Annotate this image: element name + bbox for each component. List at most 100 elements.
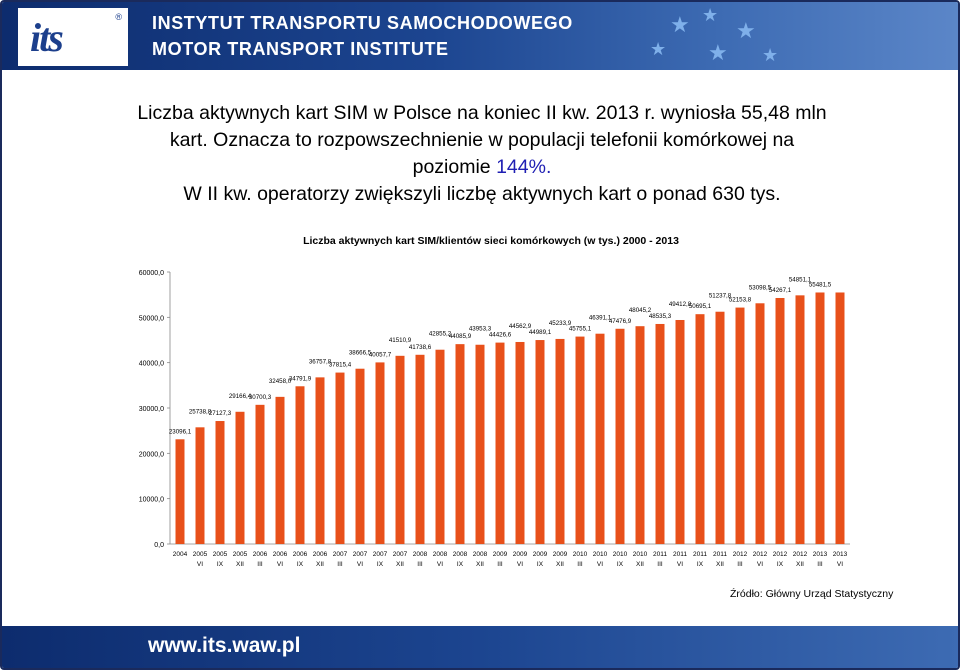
value-label: 40057,7 <box>369 351 392 358</box>
source-note: Źródło: Główny Urząd Statystyczny <box>730 588 894 600</box>
bar <box>735 307 745 544</box>
x-period-label: VI <box>437 561 443 568</box>
bar <box>235 411 245 544</box>
x-year-label: 2010 <box>633 551 648 558</box>
x-period-label: XII <box>396 561 404 568</box>
bar <box>675 319 685 544</box>
y-tick-label: 40000,0 <box>139 361 164 368</box>
bar <box>575 336 585 544</box>
x-period-label: XII <box>556 561 564 568</box>
bar <box>515 341 525 544</box>
x-period-label: VI <box>517 561 523 568</box>
x-year-label: 2006 <box>293 551 308 558</box>
value-label: 37815,4 <box>329 362 352 369</box>
value-label: 48535,3 <box>649 313 672 320</box>
y-tick-label: 0,0 <box>154 542 164 549</box>
x-period-label: III <box>337 561 343 568</box>
value-label: 53098,5 <box>749 284 772 291</box>
bar <box>355 368 365 544</box>
x-period-label: IX <box>617 561 624 568</box>
x-year-label: 2006 <box>253 551 268 558</box>
star-icon: ★ <box>762 45 779 65</box>
value-label: 41738,6 <box>409 344 432 351</box>
bar <box>795 295 805 544</box>
x-year-label: 2008 <box>453 551 468 558</box>
value-label: 27127,3 <box>209 410 232 417</box>
bar <box>335 372 345 544</box>
x-year-label: 2010 <box>613 551 628 558</box>
value-label: 47476,9 <box>609 318 632 325</box>
institute-name-pl: INSTYTUT TRANSPORTU SAMOCHODOWEGO <box>152 13 573 33</box>
y-tick-label: 60000,0 <box>139 270 164 277</box>
bar <box>815 292 825 544</box>
x-period-label: XII <box>796 561 804 568</box>
bar <box>475 344 485 544</box>
bar <box>375 362 385 544</box>
value-label: 41510,9 <box>389 337 412 344</box>
x-period-label: III <box>257 561 263 568</box>
headline-line-2: kart. Oznacza to rozpowszechnienie w pop… <box>169 129 795 151</box>
website-link[interactable]: www.its.waw.pl <box>148 634 301 657</box>
x-year-label: 2011 <box>673 551 687 558</box>
header-banner: its ® INSTYTUT TRANSPORTU SAMOCHODOWEGO … <box>2 2 958 70</box>
y-tick-label: 30000,0 <box>139 406 164 413</box>
x-period-label: III <box>737 561 743 568</box>
x-year-label: 2013 <box>833 551 848 558</box>
x-period-label: VI <box>757 561 763 568</box>
value-label: 48045,2 <box>629 307 652 314</box>
x-year-label: 2012 <box>793 551 808 558</box>
headline-line-3-text: poziomie <box>412 156 497 178</box>
x-period-label: XII <box>476 561 484 568</box>
its-logo: its ® <box>18 8 128 66</box>
x-year-label: 2007 <box>333 551 348 558</box>
value-label: 38666,5 <box>349 350 372 357</box>
value-label: 23096,1 <box>169 428 192 435</box>
x-period-label: IX <box>777 561 784 568</box>
bar <box>215 421 225 544</box>
value-label: 44989,1 <box>529 329 552 336</box>
x-year-label: 2010 <box>573 551 588 558</box>
x-period-label: VI <box>677 561 683 568</box>
value-label: 45755,1 <box>569 326 592 333</box>
bar <box>495 342 505 544</box>
footer-banner: www.its.waw.pl <box>2 626 958 668</box>
bar <box>655 323 665 544</box>
bar <box>395 355 405 544</box>
x-period-label: IX <box>697 561 704 568</box>
x-year-label: 2006 <box>313 551 328 558</box>
value-label: 30700,3 <box>249 394 272 401</box>
star-icon: ★ <box>702 5 719 25</box>
bar <box>415 354 425 544</box>
value-label: 32458,0 <box>269 378 292 385</box>
headline-line-1: Liczba aktywnych kart SIM w Polsce na ko… <box>137 102 827 124</box>
x-period-label: III <box>657 561 663 568</box>
bar <box>255 404 265 544</box>
bar <box>455 344 465 544</box>
y-axis-ticks: 0,0 10000,0 20000,0 30000,0 40000,0 50000,0 60… <box>139 270 170 549</box>
x-year-label: 2008 <box>433 551 448 558</box>
x-year-label: 2009 <box>533 551 548 558</box>
bar <box>175 439 185 544</box>
headline: Liczba aktywnych kart SIM w Polsce na ko… <box>22 100 942 208</box>
value-label: 44426,6 <box>489 332 512 339</box>
value-label: 55481,5 <box>809 281 832 288</box>
y-tick-label: 50000,0 <box>139 315 164 322</box>
value-label: 36757,8 <box>309 358 332 365</box>
value-label: 52153,8 <box>729 297 752 304</box>
x-year-label: 2005 <box>213 551 228 558</box>
value-label: 43953,3 <box>469 326 492 333</box>
bars <box>175 292 845 544</box>
x-year-label: 2008 <box>473 551 488 558</box>
x-period-label: IX <box>377 561 384 568</box>
institute-name-en: MOTOR TRANSPORT INSTITUTE <box>152 39 449 59</box>
bar <box>715 311 725 544</box>
x-year-label: 2009 <box>553 551 568 558</box>
x-year-label: 2009 <box>513 551 528 558</box>
value-label: 42855,2 <box>429 331 452 338</box>
bar <box>635 326 645 544</box>
x-year-label: 2013 <box>813 551 828 558</box>
bar <box>775 297 785 544</box>
penetration-highlight: 144%. <box>496 156 552 178</box>
star-icon: ★ <box>736 18 756 43</box>
